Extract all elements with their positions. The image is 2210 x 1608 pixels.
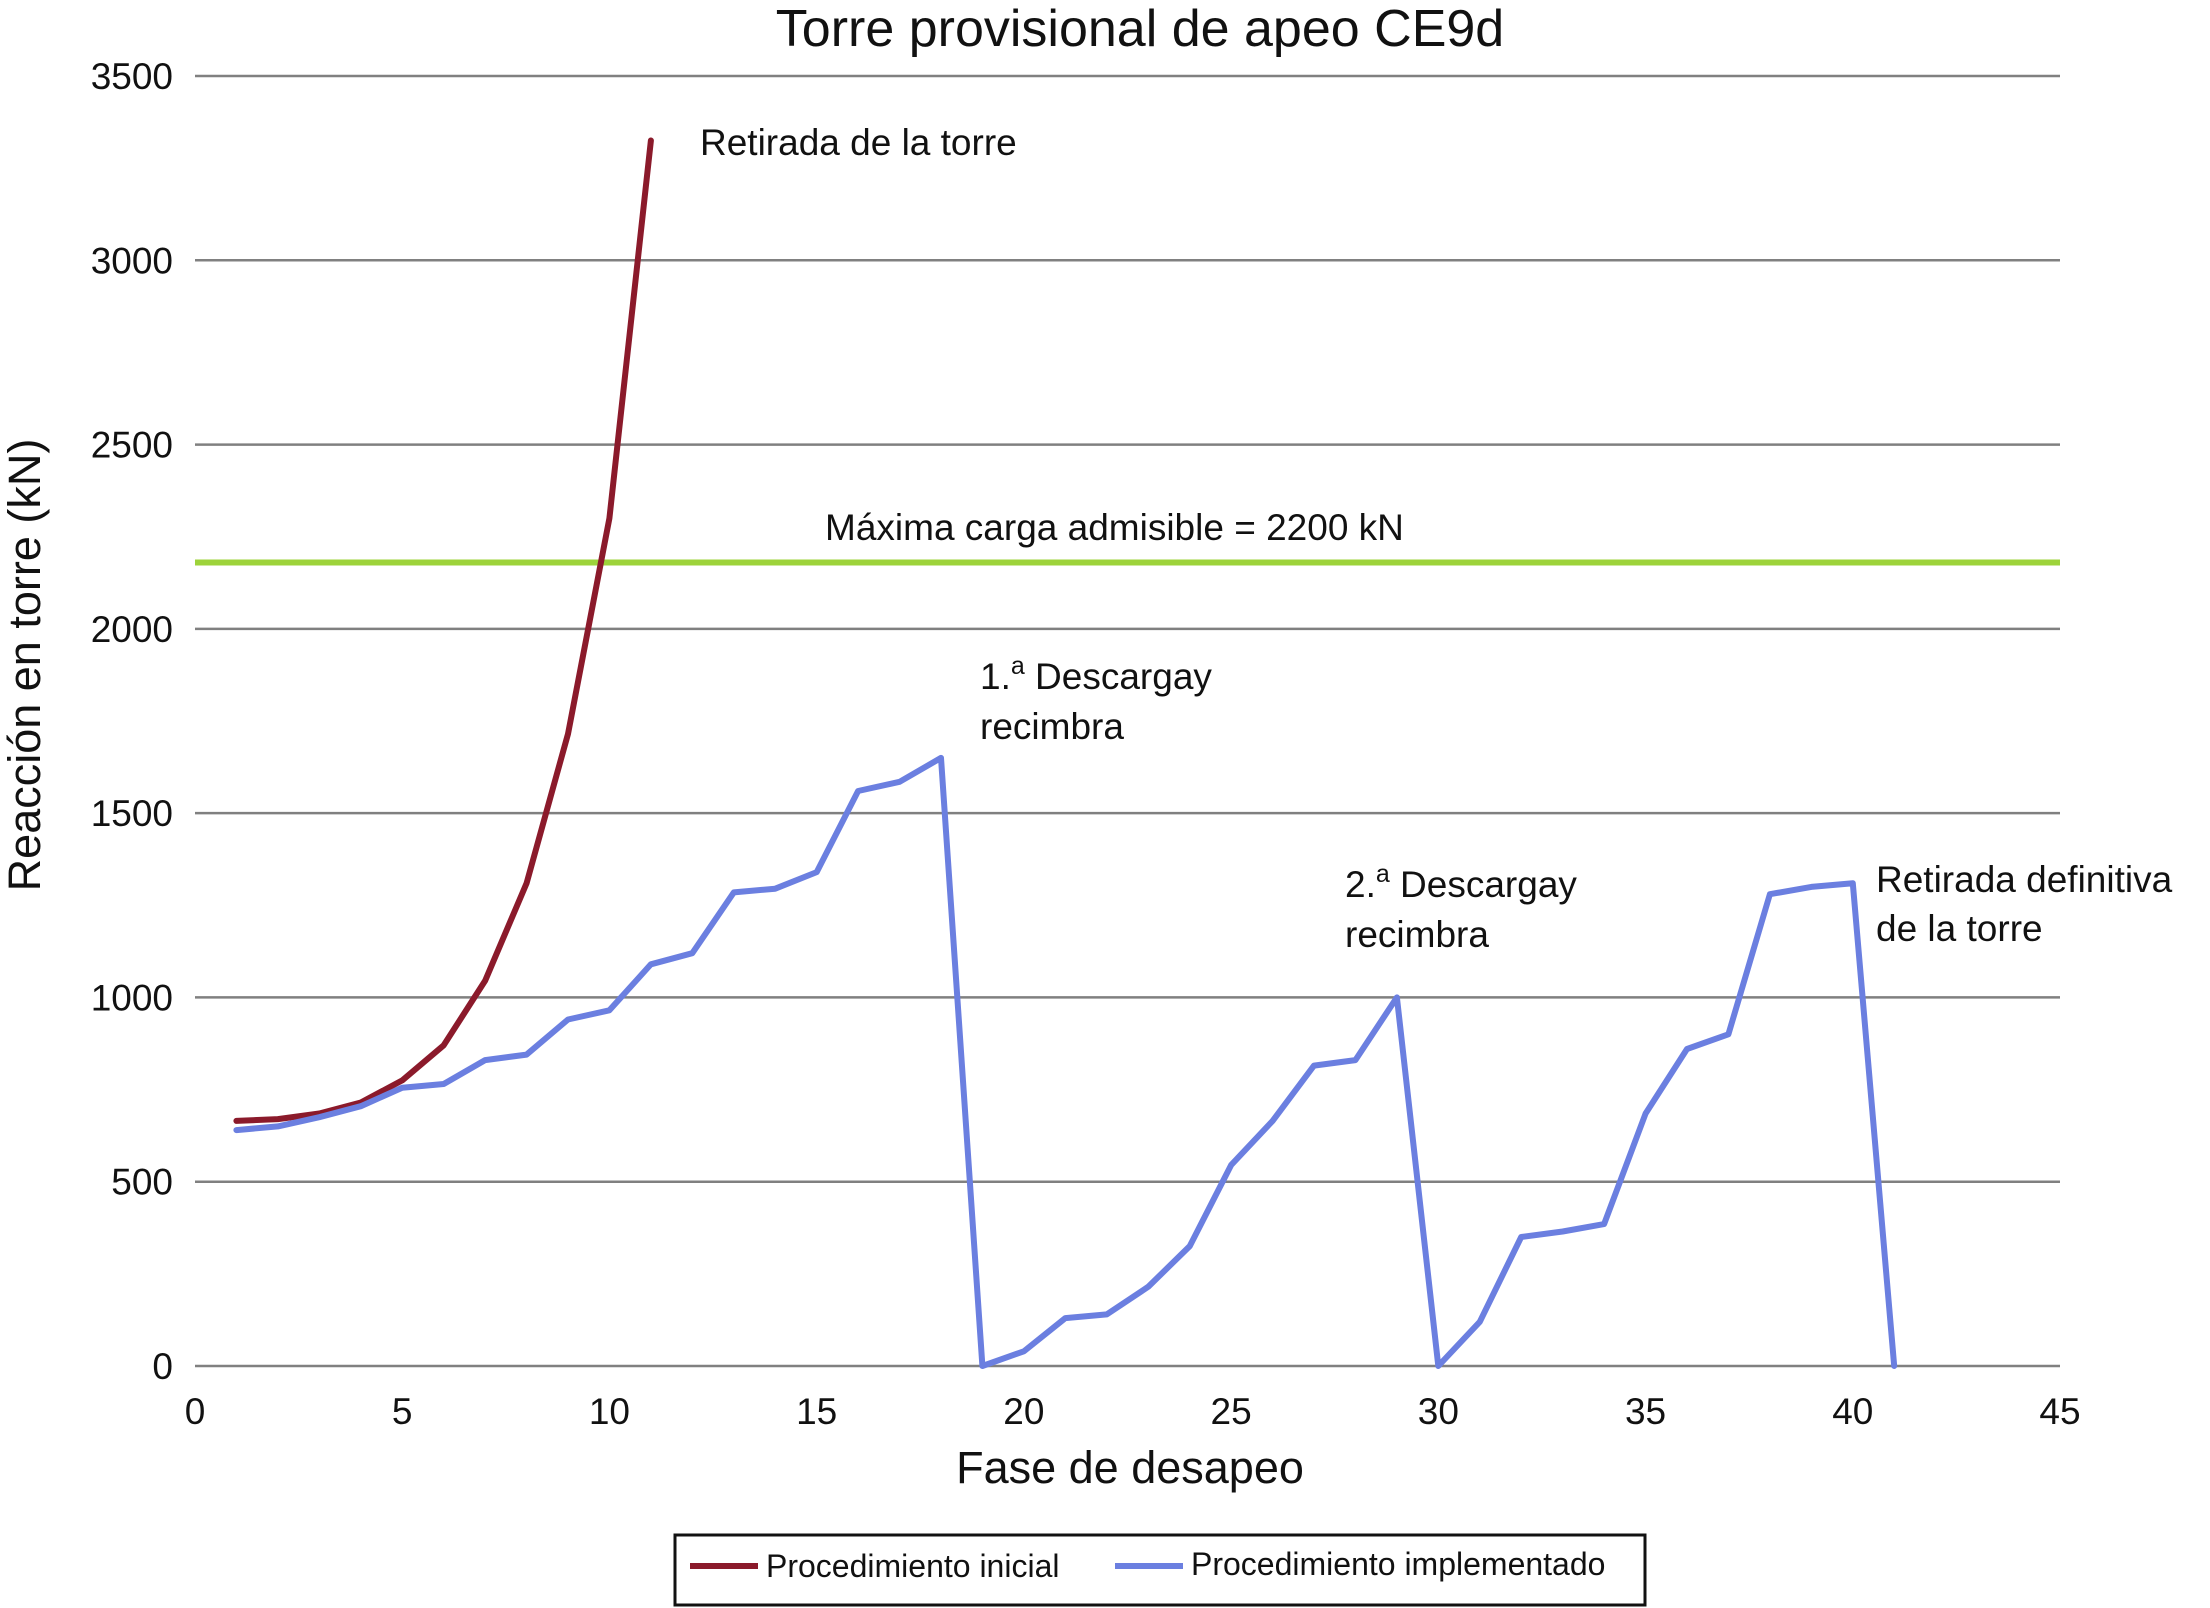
point-implementado-27 xyxy=(1311,1063,1317,1069)
y-tick-2500: 2500 xyxy=(91,425,173,466)
point-implementado-26 xyxy=(1270,1118,1276,1124)
y-tick-2000: 2000 xyxy=(91,609,173,650)
annotation-retirada-line1: Retirada de la torre xyxy=(700,122,1017,163)
point-implementado-8 xyxy=(524,1052,530,1058)
point-inicial-1 xyxy=(233,1118,239,1124)
annotation-descarga-1-number: 1. xyxy=(980,656,1011,697)
point-implementado-32 xyxy=(1518,1234,1524,1240)
point-inicial-2 xyxy=(275,1116,281,1122)
x-tick-15: 15 xyxy=(796,1391,837,1432)
y-tick-3500: 3500 xyxy=(91,56,173,97)
annotation-descarga-2-text: Descargay xyxy=(1390,864,1578,905)
annotation-descarga-2-number: 2. xyxy=(1345,864,1376,905)
point-implementado-3 xyxy=(316,1114,322,1120)
annotation-descarga-1-text: Descargay xyxy=(1025,656,1213,697)
point-implementado-29 xyxy=(1394,994,1400,1000)
point-implementado-15 xyxy=(814,869,820,875)
x-tick-10: 10 xyxy=(589,1391,630,1432)
point-implementado-23 xyxy=(1145,1284,1151,1290)
point-inicial-11 xyxy=(648,138,654,143)
point-inicial-10 xyxy=(606,515,612,521)
point-implementado-31 xyxy=(1477,1319,1483,1325)
x-tick-0: 0 xyxy=(185,1391,206,1432)
annotation-descarga-2-superscript: a xyxy=(1376,860,1390,888)
point-implementado-21 xyxy=(1062,1315,1068,1321)
legend: Procedimiento inicial Procedimiento impl… xyxy=(673,1533,1647,1607)
point-implementado-35 xyxy=(1643,1111,1649,1117)
point-implementado-34 xyxy=(1601,1221,1607,1227)
x-axis-label: Fase de desapeo xyxy=(956,1442,1304,1493)
annotation-retirada: Retirada de la torre xyxy=(700,122,1017,163)
point-implementado-19 xyxy=(979,1363,985,1369)
point-implementado-4 xyxy=(358,1103,364,1109)
y-tick-3000: 3000 xyxy=(91,240,173,281)
x-tick-40: 40 xyxy=(1832,1391,1873,1432)
x-tick-35: 35 xyxy=(1625,1391,1666,1432)
y-tick-0: 0 xyxy=(152,1346,173,1387)
point-implementado-33 xyxy=(1560,1228,1566,1234)
point-implementado-40 xyxy=(1850,880,1856,886)
x-tick-labels: 0 5 10 15 20 25 30 35 40 45 xyxy=(185,1391,2081,1432)
point-implementado-16 xyxy=(855,788,861,794)
point-implementado-17 xyxy=(897,779,903,785)
y-tick-labels: 0 500 1000 1500 2000 2500 3000 3500 xyxy=(91,56,173,1387)
point-implementado-2 xyxy=(275,1123,281,1129)
annotation-definitiva-line1: Retirada definitiva xyxy=(1876,859,2173,900)
y-axis-label: Reacción en torre (kN) xyxy=(0,439,50,892)
y-tick-500: 500 xyxy=(111,1162,173,1203)
x-tick-25: 25 xyxy=(1211,1391,1252,1432)
y-tick-1500: 1500 xyxy=(91,793,173,834)
point-implementado-10 xyxy=(606,1007,612,1013)
point-implementado-7 xyxy=(482,1057,488,1063)
point-implementado-25 xyxy=(1228,1162,1234,1168)
point-implementado-36 xyxy=(1684,1046,1690,1052)
point-implementado-18 xyxy=(938,755,944,761)
x-tick-20: 20 xyxy=(1003,1391,1044,1432)
point-inicial-7 xyxy=(482,978,488,984)
point-implementado-30 xyxy=(1435,1363,1441,1369)
x-tick-30: 30 xyxy=(1418,1391,1459,1432)
point-implementado-39 xyxy=(1808,884,1814,890)
series-line-inicial xyxy=(233,137,654,1124)
point-implementado-28 xyxy=(1352,1057,1358,1063)
point-implementado-41 xyxy=(1891,1363,1897,1369)
annotation-descarga-1-superscript: a xyxy=(1011,652,1025,680)
gridlines xyxy=(195,74,2060,1368)
point-implementado-13 xyxy=(731,889,737,895)
limit-line-label: Máxima carga admisible = 2200 kN xyxy=(825,507,1404,548)
point-implementado-20 xyxy=(1021,1348,1027,1354)
chart-title: Torre provisional de apeo CE9d xyxy=(776,0,1504,58)
point-implementado-37 xyxy=(1725,1031,1731,1037)
point-implementado-22 xyxy=(1104,1311,1110,1317)
point-implementado-24 xyxy=(1187,1243,1193,1249)
legend-box xyxy=(673,1533,1647,1607)
point-implementado-1 xyxy=(233,1127,239,1133)
annotation-descarga-2: 2.a Descargay xyxy=(1345,860,1577,905)
point-inicial-8 xyxy=(524,880,530,886)
y-tick-1000: 1000 xyxy=(91,977,173,1018)
point-implementado-5 xyxy=(399,1085,405,1091)
point-implementado-6 xyxy=(441,1081,447,1087)
legend-label-procedimiento-inicial: Procedimiento inicial xyxy=(766,1548,1059,1584)
point-inicial-6 xyxy=(441,1042,447,1048)
annotation-descarga-1: 1.a Descargay xyxy=(980,652,1212,697)
point-inicial-9 xyxy=(565,731,571,737)
point-inicial-5 xyxy=(399,1077,405,1083)
point-implementado-12 xyxy=(689,950,695,956)
point-implementado-14 xyxy=(772,886,778,892)
point-implementado-11 xyxy=(648,961,654,967)
x-tick-45: 45 xyxy=(2039,1391,2080,1432)
point-implementado-38 xyxy=(1767,891,1773,897)
annotation-descarga-1-line2: recimbra xyxy=(980,706,1124,747)
annotation-definitiva-line2: de la torre xyxy=(1876,908,2043,949)
point-implementado-9 xyxy=(565,1017,571,1023)
x-tick-5: 5 xyxy=(392,1391,413,1432)
legend-label-procedimiento-implementado: Procedimiento implementado xyxy=(1191,1546,1605,1582)
annotation-descarga-2-line2: recimbra xyxy=(1345,914,1489,955)
series-lines xyxy=(233,137,1898,1369)
